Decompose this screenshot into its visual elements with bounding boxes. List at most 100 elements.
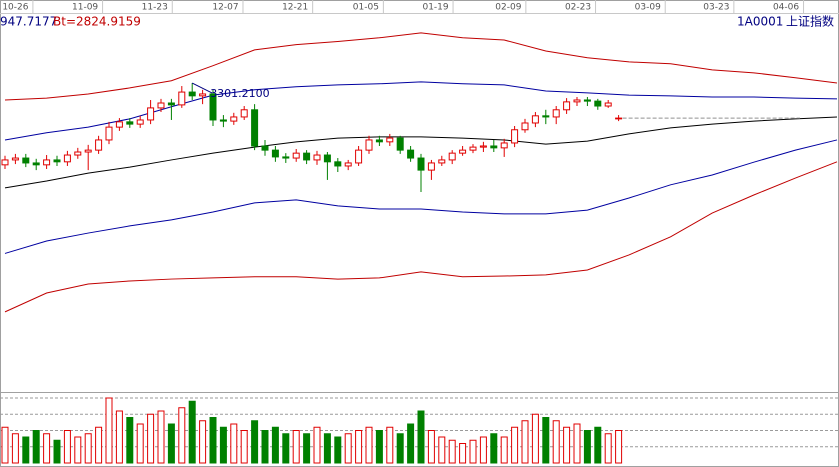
x-tick-label: 11-09 — [72, 3, 98, 13]
candle-body — [22, 157, 30, 164]
candle-body — [563, 101, 571, 111]
volume-bar — [1, 426, 9, 464]
x-tick-label: 11-23 — [142, 3, 168, 13]
candle-body — [313, 154, 321, 161]
volume-bar — [32, 430, 40, 464]
candle-body — [167, 102, 175, 106]
candle-body — [63, 154, 71, 163]
x-tick-label: 04-06 — [773, 3, 799, 13]
candle-body — [375, 139, 383, 143]
candle-body — [126, 121, 134, 125]
header-name: 上证指数 — [786, 14, 834, 29]
candle-body — [178, 91, 186, 106]
volume-bar — [448, 439, 456, 464]
candle-body — [386, 137, 394, 143]
volume-bar — [95, 426, 103, 464]
candle-body — [490, 145, 498, 149]
volume-bar — [313, 426, 321, 464]
volume-bar — [157, 410, 165, 464]
volume-bar — [334, 436, 342, 464]
candle-body — [417, 157, 425, 171]
x-tick-label: 02-09 — [495, 3, 521, 13]
header-band: Bt=2824.9159 — [53, 15, 141, 29]
candle-body — [448, 152, 456, 161]
candle-body — [396, 137, 404, 151]
candle-body — [74, 151, 82, 156]
volume-bar — [615, 430, 623, 464]
volume-bar — [438, 436, 446, 464]
candle-body — [199, 93, 207, 97]
x-tick-label: 01-05 — [353, 3, 379, 13]
volume-bar — [604, 433, 612, 464]
candle-body — [469, 146, 477, 151]
candle-body — [365, 139, 373, 151]
candle-body — [500, 142, 508, 149]
band-line — [4, 161, 838, 313]
volume-bar — [396, 433, 404, 464]
candle-body — [11, 157, 19, 161]
volume-bar — [563, 426, 571, 464]
candle-body — [531, 115, 539, 124]
candle-body — [188, 91, 196, 97]
candle-body — [43, 159, 51, 166]
candle-body — [84, 149, 92, 153]
candle-body — [323, 154, 331, 163]
volume-bar — [84, 433, 92, 464]
candle-body — [240, 109, 248, 118]
volume-bar — [271, 426, 279, 464]
candle-body — [251, 109, 259, 147]
candle-body — [552, 109, 560, 118]
x-tick-label: 01-19 — [422, 3, 448, 13]
volume-bar — [261, 430, 269, 464]
volume-bar — [251, 420, 259, 464]
volume-bar — [230, 423, 238, 464]
volume-bar — [583, 430, 591, 464]
volume-bar — [178, 407, 186, 464]
volume-bar — [355, 430, 363, 464]
candle-body — [230, 116, 238, 122]
candle-body — [303, 152, 311, 161]
candle-body — [32, 162, 40, 166]
band-line — [4, 116, 838, 189]
candle-body — [427, 162, 435, 171]
volume-bar — [282, 433, 290, 464]
candle-body — [459, 149, 467, 154]
volume-bar — [573, 423, 581, 464]
volume-bar — [365, 426, 373, 464]
volume-bar — [407, 423, 415, 464]
candle-body — [157, 102, 165, 109]
x-tick-label: 02-23 — [565, 3, 591, 13]
volume-bar — [344, 433, 352, 464]
volume-bar — [521, 420, 529, 464]
candle-body — [136, 119, 144, 125]
candle-body — [115, 121, 123, 128]
volume-bar — [209, 417, 217, 464]
volume-bar — [105, 397, 113, 464]
volume-bar — [552, 420, 560, 464]
candle-body — [209, 93, 217, 121]
volume-bar — [147, 413, 155, 464]
volume-bar — [219, 426, 227, 464]
volume-bar — [375, 430, 383, 464]
candle-body — [282, 156, 290, 159]
annotation-leader — [191, 82, 213, 94]
candle-body — [573, 99, 581, 103]
volume-bar — [126, 417, 134, 464]
volume-bar — [199, 420, 207, 464]
volume-bar — [74, 436, 82, 464]
candle-body — [1, 159, 9, 166]
volume-bar — [53, 439, 61, 464]
band-line — [4, 81, 838, 141]
volume-bar — [188, 400, 196, 464]
volume-bar — [459, 443, 467, 464]
volume-bar — [500, 436, 508, 464]
volume-bar — [43, 433, 51, 464]
volume-bar — [240, 430, 248, 464]
candle-body — [271, 149, 279, 158]
volume-bar — [417, 410, 425, 464]
volume-bar — [386, 426, 394, 464]
volume-bar — [594, 426, 602, 464]
candle-body — [334, 161, 342, 167]
x-tick-label: 12-07 — [212, 3, 238, 13]
